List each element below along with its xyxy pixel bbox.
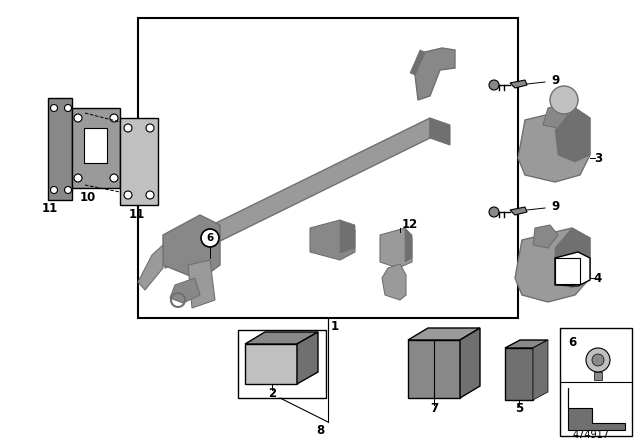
Circle shape (124, 191, 132, 199)
Bar (245, 344, 297, 384)
Polygon shape (515, 228, 590, 302)
Bar (138, 18, 518, 318)
Circle shape (550, 86, 578, 114)
Polygon shape (505, 340, 548, 348)
Polygon shape (120, 118, 158, 205)
Text: 12: 12 (402, 217, 418, 231)
Polygon shape (188, 260, 215, 308)
Circle shape (65, 104, 72, 112)
Text: 7: 7 (430, 401, 438, 414)
Text: 8: 8 (316, 423, 324, 436)
Polygon shape (163, 215, 220, 280)
Bar (238, 330, 326, 398)
Text: 6: 6 (568, 336, 576, 349)
Polygon shape (297, 332, 318, 384)
Text: 474917: 474917 (573, 430, 610, 440)
Polygon shape (48, 98, 72, 200)
Circle shape (51, 104, 58, 112)
Polygon shape (543, 105, 568, 128)
Circle shape (489, 207, 499, 217)
Circle shape (74, 174, 82, 182)
Circle shape (124, 124, 132, 132)
Polygon shape (72, 108, 120, 188)
Text: 11: 11 (42, 202, 58, 215)
Polygon shape (430, 118, 450, 145)
Text: 9: 9 (551, 199, 559, 212)
Polygon shape (84, 128, 107, 163)
Text: 1: 1 (331, 319, 339, 332)
Text: 10: 10 (80, 190, 96, 203)
Text: 6: 6 (206, 233, 214, 243)
Polygon shape (533, 340, 548, 400)
Polygon shape (518, 108, 590, 182)
Polygon shape (460, 328, 480, 398)
Bar (505, 348, 533, 400)
Polygon shape (165, 118, 430, 268)
Polygon shape (415, 48, 455, 100)
Bar (594, 372, 602, 380)
Polygon shape (408, 328, 480, 340)
Text: 2: 2 (268, 387, 276, 400)
Text: 4: 4 (594, 271, 602, 284)
Circle shape (146, 191, 154, 199)
Polygon shape (555, 108, 590, 162)
Circle shape (586, 348, 610, 372)
Circle shape (110, 174, 118, 182)
Polygon shape (410, 50, 425, 75)
Text: 11: 11 (129, 207, 145, 220)
Polygon shape (245, 332, 318, 344)
Text: 3: 3 (594, 151, 602, 164)
Circle shape (146, 124, 154, 132)
Circle shape (201, 229, 219, 247)
Polygon shape (510, 207, 527, 215)
Polygon shape (533, 225, 558, 248)
Polygon shape (555, 252, 590, 286)
Text: 5: 5 (515, 401, 523, 414)
Circle shape (65, 186, 72, 194)
Polygon shape (555, 228, 590, 288)
Polygon shape (382, 264, 406, 300)
Bar (408, 340, 460, 398)
Bar (555, 258, 580, 284)
Text: 9: 9 (551, 73, 559, 86)
Circle shape (489, 80, 499, 90)
Polygon shape (380, 228, 412, 268)
Bar (560, 328, 632, 436)
Polygon shape (568, 388, 625, 430)
Polygon shape (170, 278, 200, 303)
Circle shape (592, 354, 604, 366)
Polygon shape (138, 245, 163, 290)
Polygon shape (340, 220, 355, 253)
Circle shape (110, 114, 118, 122)
Circle shape (51, 186, 58, 194)
Circle shape (74, 114, 82, 122)
Polygon shape (510, 80, 527, 88)
Polygon shape (310, 220, 355, 260)
Polygon shape (405, 228, 412, 262)
